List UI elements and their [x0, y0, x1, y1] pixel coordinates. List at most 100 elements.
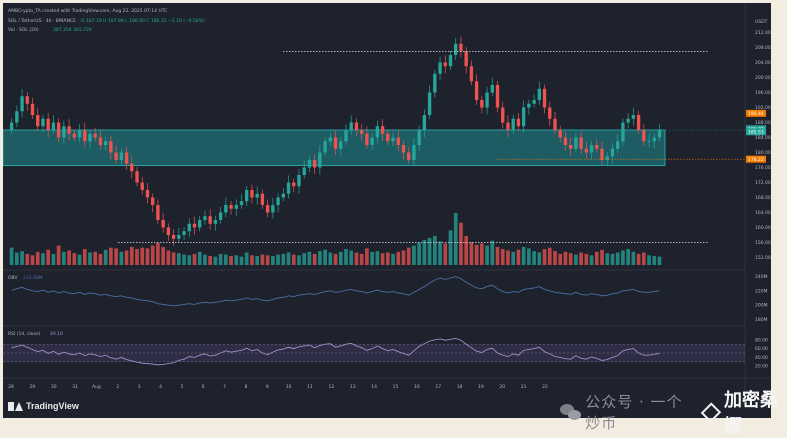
price-axis[interactable]: 212.00 208.00 204.00 200.00 196.00 192.00 188.…	[755, 30, 771, 261]
price-tick-label: 172.00	[755, 180, 771, 186]
candle-body	[286, 182, 291, 194]
rsi-tick-label: 40.00	[755, 355, 768, 361]
candle-body	[459, 43, 463, 52]
volume-bar	[558, 253, 563, 265]
volume-bar	[328, 252, 333, 265]
candle-body	[553, 118, 557, 130]
volume-bar	[521, 246, 526, 265]
time-tick-label: 16	[414, 384, 420, 390]
volume-bar	[192, 253, 197, 265]
volume-bar	[490, 240, 495, 265]
time-tick-label: 4	[159, 384, 162, 390]
candle-body	[642, 130, 646, 142]
volume-bar	[485, 245, 489, 265]
candle-body	[626, 118, 630, 123]
price-tick-label: 188.00	[755, 120, 771, 126]
candle-body	[595, 145, 599, 149]
volume-bar	[375, 251, 380, 265]
volume-bar	[542, 249, 547, 265]
candle-body	[77, 130, 82, 138]
candle-body	[130, 163, 134, 172]
volume-bar	[406, 247, 411, 265]
volume-bar	[281, 253, 286, 265]
chart-background	[3, 3, 771, 418]
candle-body	[464, 51, 468, 67]
candle-body	[25, 96, 29, 104]
candle-body	[375, 126, 380, 138]
candle-body	[636, 115, 641, 130]
candle-body	[542, 88, 547, 108]
volume-bar	[129, 246, 134, 265]
rsi-label: RSI (14, close)	[8, 331, 41, 337]
candle-body	[448, 55, 453, 67]
volume-bar	[422, 240, 427, 265]
volume-bar	[511, 251, 516, 265]
obv-tick-label: 240M	[755, 274, 768, 280]
price-tick-label: 168.00	[755, 195, 771, 201]
candle-body	[88, 133, 92, 142]
volume-bar	[385, 252, 390, 265]
volume-bar	[438, 241, 442, 265]
volume-bar	[605, 253, 610, 265]
candle-body	[443, 62, 447, 67]
watermark-name: 加密桑娜	[724, 390, 779, 437]
volume-bar	[9, 247, 14, 265]
volume-bar	[271, 255, 275, 265]
price-tick-label: 164.00	[755, 210, 771, 216]
candle-body	[119, 152, 124, 160]
candle-body	[203, 216, 207, 220]
time-tick-label: 14	[371, 384, 377, 390]
level-lines	[3, 51, 745, 243]
chart-canvas[interactable]: AMBCrypto_TA created with TradingView.co…	[3, 3, 771, 418]
volume-bar	[636, 253, 641, 265]
volume-bar	[318, 251, 322, 265]
candle-body	[276, 197, 280, 205]
candle-body	[616, 141, 620, 149]
candle-body	[485, 92, 489, 108]
price-tag-label: 185.53	[748, 130, 764, 136]
volume-bar	[307, 251, 312, 265]
wechat-icon	[560, 403, 582, 421]
candle-body	[427, 92, 432, 115]
time-tick-label: 8	[245, 384, 248, 390]
candle-body	[250, 190, 254, 198]
candle-body	[83, 130, 87, 142]
price-tick-label: 184.00	[755, 135, 771, 141]
volume-bar	[98, 253, 103, 265]
volume-bar	[657, 256, 662, 265]
candle-body	[218, 212, 223, 220]
time-tick-label: 13	[350, 384, 356, 390]
time-tick-label: 2	[116, 384, 119, 390]
price-tick-label: 204.00	[755, 60, 771, 66]
time-axis[interactable]: 28 29 30 31 Aug 2 3 4 5 6 7 8 9 10 11 12 13 14 15 16 17 18 19 2…	[8, 384, 548, 390]
price-tick-label: 180.00	[755, 150, 771, 156]
candle-body	[208, 216, 212, 224]
volume-bar	[370, 251, 374, 265]
candle-body	[396, 137, 400, 145]
candle-body	[20, 96, 24, 112]
candle-body	[365, 133, 369, 145]
volume-bar	[62, 251, 66, 265]
obv-axis[interactable]: 240M 220M 200M 180M	[755, 274, 768, 323]
candle-body	[516, 118, 521, 127]
volume-bar	[224, 254, 228, 265]
candle-body	[574, 137, 578, 149]
obv-tick-label: 200M	[755, 303, 768, 309]
time-tick-label: 17	[435, 384, 441, 390]
volume-bar	[239, 256, 244, 265]
time-tick-label: 12	[329, 384, 335, 390]
volume-bar	[417, 242, 421, 265]
rsi-axis[interactable]: 80.00 60.00 40.00 20.00	[755, 337, 768, 369]
candle-body	[469, 66, 474, 82]
rsi-value: 49.10	[50, 331, 63, 337]
tradingview-icon	[8, 401, 23, 411]
candle-body	[312, 160, 317, 168]
candle-body	[600, 148, 604, 160]
candle-body	[506, 122, 510, 130]
volume-bar	[67, 250, 71, 265]
candle-body	[56, 122, 61, 138]
volume-bar	[255, 255, 260, 265]
price-tick-label: 152.00	[755, 255, 771, 261]
price-tag-label: 190.44	[748, 111, 764, 117]
candle-body	[380, 126, 385, 134]
